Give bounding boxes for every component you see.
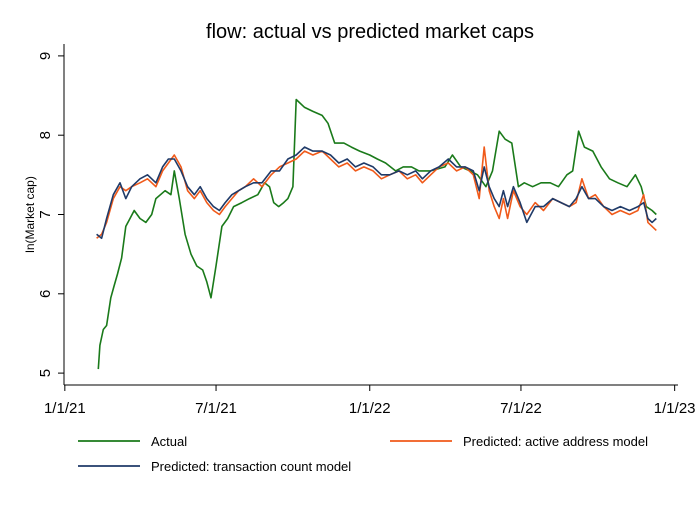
y-tick-label: 6 <box>37 290 54 298</box>
y-tick-label: 7 <box>37 210 54 218</box>
chart-title: flow: actual vs predicted market caps <box>206 21 534 43</box>
y-axis-ticks: 5 6 7 8 9 <box>37 52 64 377</box>
legend-label: Predicted: active address model <box>463 434 648 449</box>
plot-area: 5 6 7 8 9 1/1/21 7/1/21 1/1/22 7/1/22 1/1/23 <box>37 44 696 417</box>
legend-label: Predicted: transaction count model <box>151 459 351 474</box>
x-axis-ticks: 1/1/21 7/1/21 1/1/22 7/1/22 1/1/23 <box>44 385 696 417</box>
series-lines <box>96 98 657 370</box>
y-tick-label: 9 <box>37 52 54 60</box>
legend: Actual Predicted: active address model Pre… <box>78 434 648 474</box>
legend-label: Actual <box>151 434 187 449</box>
x-tick-label: 7/1/21 <box>195 400 237 417</box>
y-tick-label: 5 <box>37 369 54 377</box>
x-tick-label: 7/1/22 <box>500 400 542 417</box>
x-tick-label: 1/1/22 <box>349 400 391 417</box>
x-tick-label: 1/1/23 <box>654 400 696 417</box>
plot-background <box>64 44 678 385</box>
y-axis-title: ln(Market cap) <box>23 176 37 253</box>
y-tick-label: 8 <box>37 131 54 139</box>
series-line-transaction-count <box>96 146 657 240</box>
x-tick-label: 1/1/21 <box>44 400 86 417</box>
series-line-actual <box>97 98 657 370</box>
